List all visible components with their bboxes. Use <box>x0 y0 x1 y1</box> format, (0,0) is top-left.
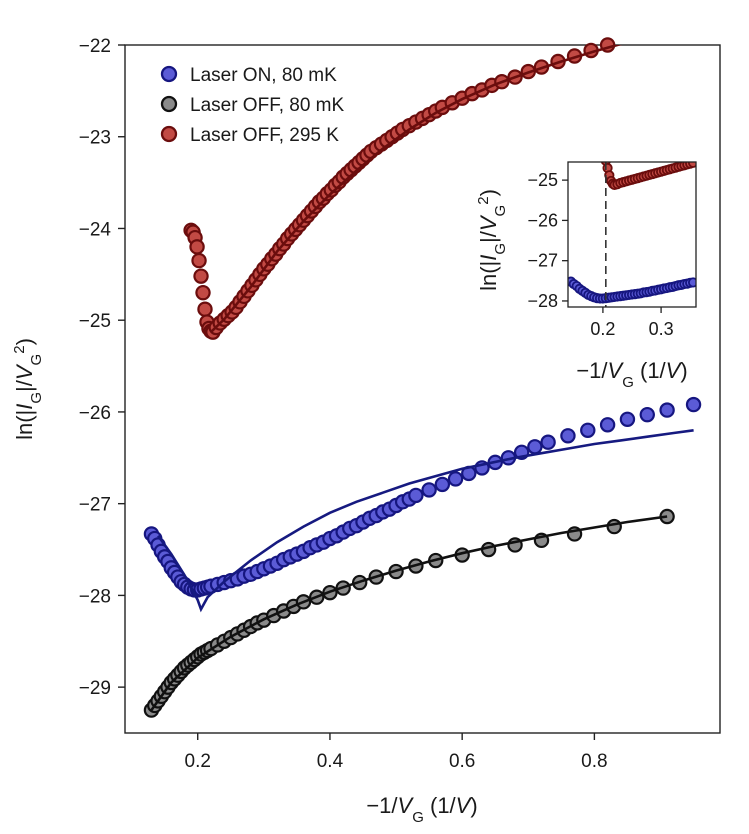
inset-plot-frame <box>567 161 697 308</box>
data-point-laser-off-295-k <box>193 268 209 284</box>
data-point-laser-on-80-mk <box>527 439 543 455</box>
main-tick-labels: 0.2 0.4 0.6 0.8 −29 −28 −27 −26 −25 −24 −23 −22 <box>79 36 608 772</box>
main-plot-frame <box>124 44 721 734</box>
fit-line-laser-on-80-mk <box>157 429 694 613</box>
legend-label-laser-off-80-mk: Laser OFF, 80 mK <box>190 95 344 116</box>
legend-label-laser-off-295-k: Laser OFF, 295 K <box>190 125 339 146</box>
inset-point-laser-on-80-mk <box>687 277 696 288</box>
main-axis-ticks <box>118 44 596 740</box>
inset-y-tick-label: −28 <box>527 291 558 311</box>
y-tick-label: −29 <box>79 678 111 699</box>
y-tick-label: −24 <box>79 219 112 240</box>
inset-y-tick-label: −26 <box>527 210 558 230</box>
data-point-laser-off-295-k <box>189 239 205 255</box>
x-axis-label: −1/VG (1/V) <box>366 793 477 826</box>
data-point-laser-on-80-mk <box>599 417 616 433</box>
legend: Laser ON, 80 mK Laser OFF, 80 mK Laser OFF… <box>160 65 344 146</box>
y-tick-label: −22 <box>79 36 111 57</box>
data-point-laser-on-80-mk <box>447 471 464 487</box>
inset-x-axis-label: −1/VG (1/V) <box>576 358 687 391</box>
data-point-laser-on-80-mk <box>639 406 655 423</box>
data-point-laser-on-80-mk <box>560 428 576 444</box>
x-tick-label: 0.4 <box>317 751 344 772</box>
data-point-laser-on-80-mk <box>619 411 636 427</box>
inset-x-tick-label: 0.2 <box>590 319 615 339</box>
data-point-laser-on-80-mk <box>659 402 675 418</box>
y-tick-label: −23 <box>79 128 111 149</box>
y-tick-label: −28 <box>79 586 111 607</box>
data-point-laser-on-80-mk <box>540 434 556 450</box>
inset-y-tick-label: −27 <box>527 251 558 271</box>
data-point-laser-off-295-k <box>191 252 207 269</box>
data-point-laser-on-80-mk <box>408 487 424 504</box>
data-point-laser-off-295-k <box>197 301 213 317</box>
data-point-laser-off-295-k <box>195 284 211 301</box>
data-point-laser-on-80-mk <box>421 482 437 498</box>
x-tick-label: 0.2 <box>185 751 211 772</box>
x-tick-label: 0.6 <box>449 751 475 772</box>
inset-x-tick-label: 0.3 <box>649 319 674 339</box>
inset-y-axis-label: ln(|IG|/VG2) <box>475 189 509 291</box>
x-tick-label: 0.8 <box>581 751 607 772</box>
y-tick-label: −27 <box>79 495 111 516</box>
inset-point-laser-off-295-k <box>687 162 696 168</box>
inset-axis-ticks <box>562 179 662 313</box>
data-point-laser-on-80-mk <box>685 396 702 413</box>
legend-marker-laser-off-80-mk <box>160 95 178 113</box>
main-fit-lines <box>150 45 694 711</box>
legend-label-laser-on-80-mk: Laser ON, 80 mK <box>190 65 337 86</box>
legend-marker-laser-off-295-k <box>160 125 178 143</box>
fit-line-laser-off-295-k <box>209 45 623 334</box>
inset-data-points <box>568 162 696 304</box>
y-axis-label: ln(|IG|/VG2) <box>11 338 45 440</box>
legend-marker-laser-on-80-mk <box>160 65 178 83</box>
inset-y-tick-label: −25 <box>527 170 558 190</box>
fit-line-laser-off-80-mk <box>150 515 668 711</box>
data-point-laser-on-80-mk <box>434 476 451 493</box>
inset-tick-labels: 0.2 0.3 −28 −27 −26 −25 <box>527 170 673 339</box>
y-tick-label: −26 <box>79 403 111 424</box>
data-point-laser-on-80-mk <box>580 422 596 438</box>
y-tick-label: −25 <box>79 311 111 332</box>
data-point-laser-off-80-mk <box>606 518 622 535</box>
